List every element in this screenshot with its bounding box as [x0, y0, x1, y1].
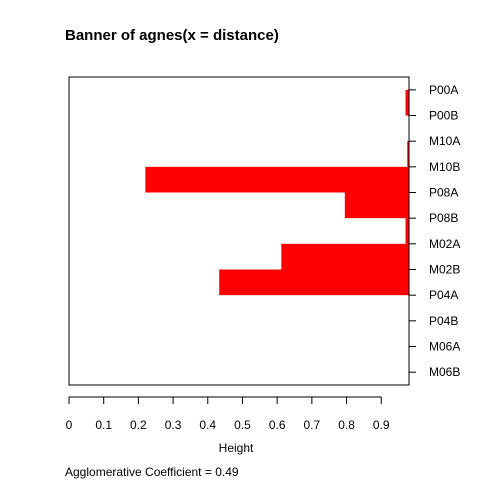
x-axis-label: Height [219, 441, 254, 455]
banner-bar [344, 192, 409, 219]
banner-bar [281, 243, 409, 270]
banner-bar [407, 141, 409, 167]
chart-title: Banner of agnes(x = distance) [65, 27, 279, 44]
y-tick-label: M10B [429, 160, 460, 174]
banner-bar [219, 269, 409, 296]
y-tick-label: P04B [429, 314, 458, 328]
banner-bar [405, 218, 409, 244]
banner-bar [405, 89, 409, 116]
y-tick-label: P00B [429, 109, 458, 123]
agglomerative-coefficient: Agglomerative Coefficient = 0.49 [65, 465, 239, 479]
x-tick-label: 0.9 [373, 418, 390, 432]
y-tick-label: P00A [429, 83, 458, 97]
y-tick-label: P08B [429, 211, 458, 225]
x-tick-label: 0.7 [304, 418, 321, 432]
x-tick-label: 0.3 [165, 418, 182, 432]
x-tick-label: 0.2 [130, 418, 147, 432]
bottom-axis: 0 0.1 0.2 0.3 0.4 0.5 0.6 0.7 0.8 0.9 [66, 396, 390, 432]
x-tick-label: 0.4 [199, 418, 216, 432]
right-axis: P00A P00B M10A M10B P08A P08B M02A M02B P04A P04B… [408, 83, 460, 379]
x-tick-label: 0.6 [269, 418, 286, 432]
y-tick-label: M02B [429, 263, 460, 277]
y-tick-label: P08A [429, 186, 458, 200]
y-tick-label: M02A [429, 237, 460, 251]
bars-group [145, 89, 409, 296]
x-tick-label: 0.5 [234, 418, 251, 432]
y-tick-label: M06A [429, 340, 460, 354]
y-tick-label: M10A [429, 134, 460, 148]
x-tick-label: 0.8 [338, 418, 355, 432]
y-tick-label: M06B [429, 365, 460, 379]
y-tick-label: P04A [429, 288, 458, 302]
x-tick-label: 0 [66, 418, 73, 432]
x-tick-label: 0.1 [95, 418, 112, 432]
banner-bar [145, 166, 409, 193]
